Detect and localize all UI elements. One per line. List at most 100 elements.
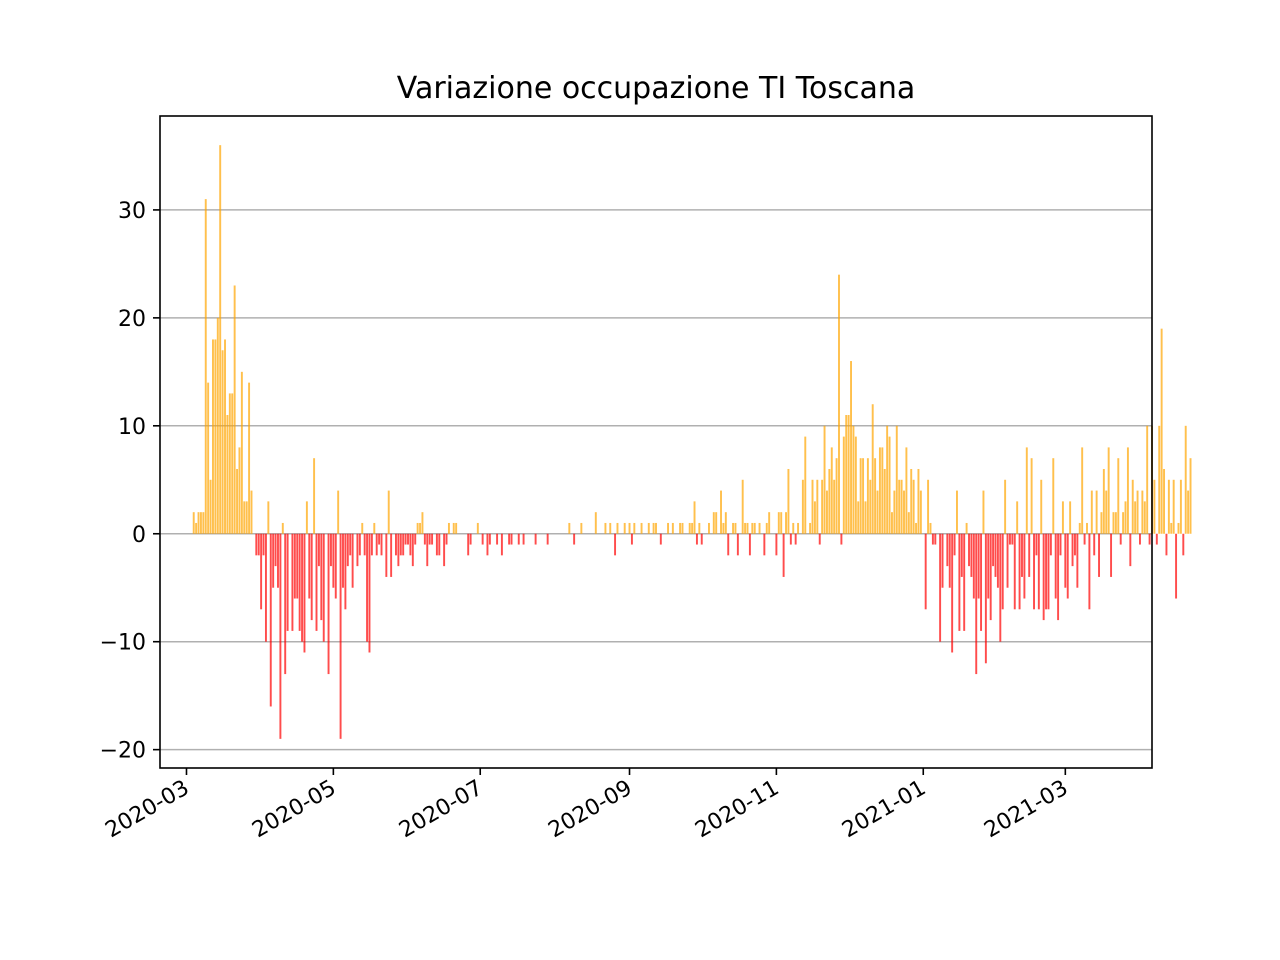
- bar: [859, 458, 862, 534]
- bar: [216, 317, 219, 534]
- bar: [1172, 479, 1175, 534]
- bar: [987, 533, 990, 599]
- bar: [698, 522, 701, 534]
- bar: [296, 533, 299, 599]
- bar: [869, 479, 872, 534]
- bar: [801, 479, 804, 534]
- bar: [1129, 533, 1132, 567]
- bar: [898, 479, 901, 534]
- bar: [209, 479, 212, 534]
- bar: [1052, 458, 1055, 534]
- bar: [984, 533, 987, 664]
- bar: [977, 533, 980, 599]
- bar: [305, 501, 308, 534]
- bar: [1035, 533, 1038, 556]
- bar: [850, 361, 852, 534]
- bar: [455, 522, 458, 534]
- bar: [1011, 533, 1014, 545]
- bar: [972, 533, 975, 599]
- bar: [857, 501, 860, 534]
- bar: [994, 533, 997, 577]
- bar: [257, 533, 260, 556]
- bar: [397, 533, 400, 567]
- bar: [903, 490, 905, 534]
- bar: [640, 522, 643, 534]
- bar: [279, 533, 282, 739]
- bar: [375, 533, 378, 556]
- bar: [878, 447, 881, 534]
- bar: [342, 533, 344, 588]
- bar: [741, 479, 744, 534]
- bar: [813, 501, 816, 534]
- bar: [1124, 501, 1127, 534]
- bar: [212, 339, 214, 534]
- bar: [486, 533, 489, 556]
- bar: [746, 522, 749, 534]
- bar: [1071, 533, 1074, 567]
- bar: [1100, 512, 1103, 534]
- bar: [792, 522, 795, 534]
- bar: [980, 533, 983, 631]
- bar: [667, 522, 670, 534]
- bar: [630, 533, 633, 545]
- bar: [1037, 533, 1040, 610]
- bar: [233, 285, 236, 534]
- bar: [871, 404, 874, 534]
- bar: [864, 501, 867, 534]
- bar: [510, 533, 513, 545]
- bar: [370, 533, 373, 556]
- bar: [797, 522, 800, 534]
- bar: [573, 533, 576, 545]
- bar: [1076, 533, 1079, 588]
- bar: [821, 479, 824, 534]
- bar: [508, 533, 511, 545]
- bar: [219, 145, 222, 534]
- bar: [840, 533, 843, 545]
- bar: [1175, 533, 1178, 599]
- bar: [768, 512, 771, 534]
- bar: [443, 533, 446, 567]
- bar: [1028, 533, 1031, 577]
- bar: [1119, 533, 1122, 545]
- bar: [1117, 458, 1120, 534]
- bar: [317, 533, 320, 567]
- bar: [715, 512, 718, 534]
- bar: [262, 533, 265, 556]
- bar: [226, 415, 229, 534]
- bar: [782, 533, 785, 577]
- bar: [744, 522, 747, 534]
- y-tick-label: 20: [118, 307, 146, 332]
- bar: [992, 533, 995, 567]
- bar: [905, 447, 908, 534]
- bar: [291, 533, 294, 631]
- bar: [349, 533, 352, 556]
- bar: [753, 522, 756, 534]
- bar: [794, 533, 797, 545]
- bar: [320, 533, 323, 621]
- x-tick-label: 2020-07: [395, 776, 487, 844]
- bar: [708, 522, 710, 534]
- bar: [313, 458, 316, 534]
- bar: [825, 490, 828, 534]
- bar: [231, 393, 234, 534]
- bar: [277, 533, 279, 588]
- bar: [322, 533, 325, 642]
- bar: [224, 339, 226, 534]
- bar: [260, 533, 263, 610]
- bar: [467, 533, 470, 556]
- bar: [614, 533, 617, 556]
- bar: [1170, 522, 1173, 534]
- bar: [286, 533, 289, 631]
- bar: [1148, 533, 1151, 545]
- bar: [1165, 533, 1168, 556]
- bar: [387, 490, 390, 534]
- bar: [712, 512, 715, 534]
- bar: [939, 533, 942, 642]
- bar: [1040, 479, 1043, 534]
- bar: [423, 533, 426, 545]
- bar: [828, 468, 831, 534]
- bar: [337, 490, 340, 534]
- bar: [818, 533, 821, 545]
- bar: [1136, 490, 1139, 534]
- bar: [385, 533, 388, 577]
